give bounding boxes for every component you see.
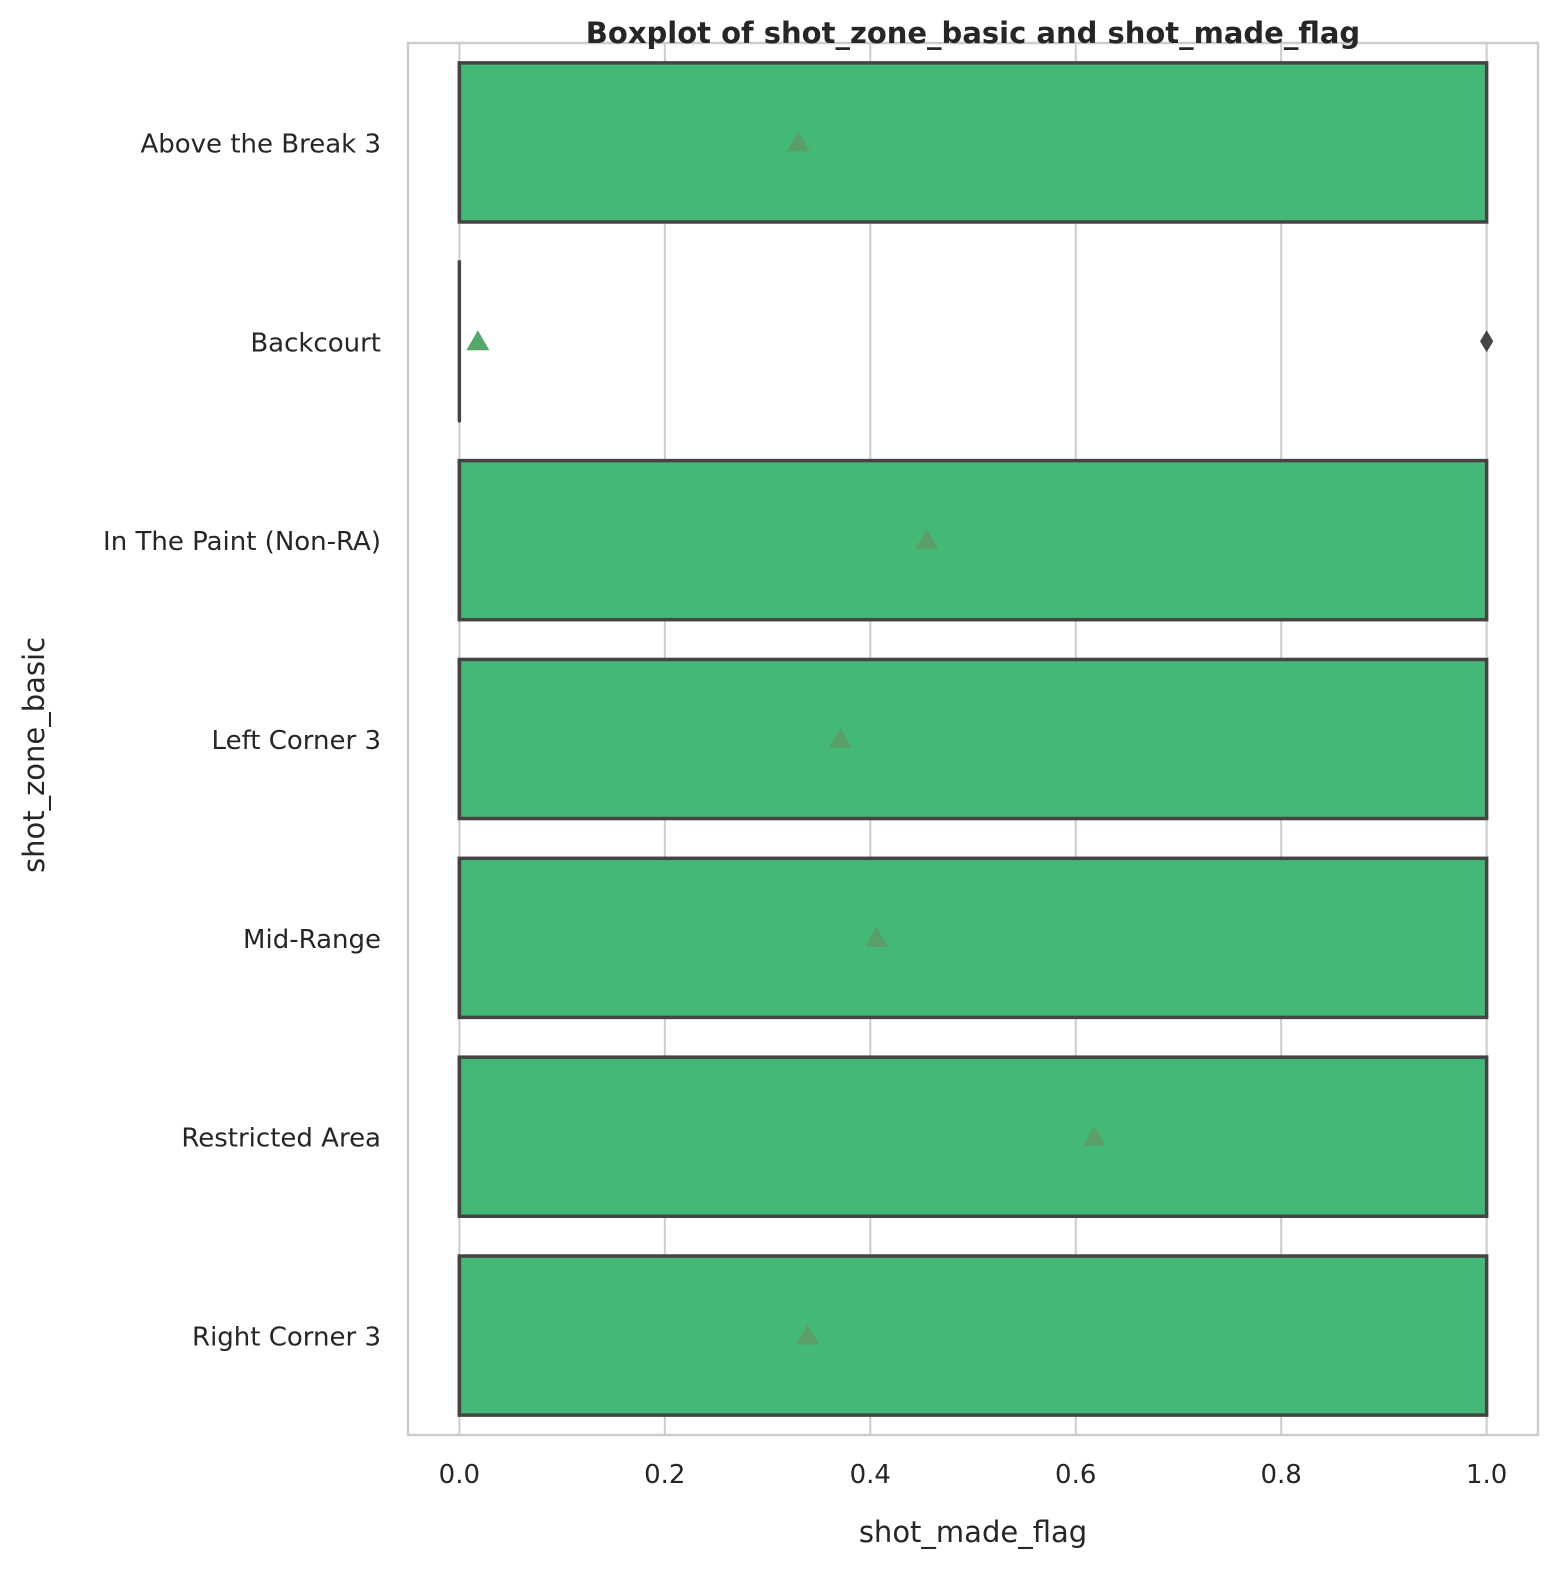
x-tick-label: 0.8	[1261, 1460, 1302, 1490]
outlier-point	[1480, 330, 1494, 353]
box-group	[457, 856, 1489, 1020]
mean-marker	[466, 330, 490, 351]
box-body	[457, 1055, 1489, 1219]
x-axis-label: shot_made_flag	[859, 1515, 1087, 1549]
mean-marker	[786, 131, 810, 152]
y-axis-label: shot_zone_basic	[17, 637, 51, 873]
mean-marker	[1082, 1125, 1106, 1146]
mean-marker	[915, 529, 939, 550]
mean-marker	[796, 1324, 820, 1345]
mean-marker	[828, 728, 852, 748]
y-tick-label: Restricted Area	[181, 1124, 381, 1154]
y-tick-label: Left Corner 3	[212, 726, 381, 756]
box-group	[457, 1055, 1489, 1219]
box-group	[457, 1254, 1489, 1417]
boxes-layer	[457, 61, 1494, 1417]
box-group	[457, 61, 1489, 224]
box-group	[457, 259, 1494, 423]
box-body	[457, 657, 1489, 821]
box-group	[457, 657, 1489, 821]
y-tick-label: In The Paint (Non-RA)	[103, 527, 381, 557]
x-tick-label: 0.6	[1055, 1460, 1096, 1490]
plot-frame	[406, 41, 1540, 1437]
box-group	[457, 458, 1489, 622]
box-body	[457, 61, 1489, 224]
x-tick-label: 1.0	[1466, 1460, 1507, 1490]
y-tick-label: Right Corner 3	[192, 1323, 381, 1353]
x-tick-label: 0.4	[850, 1460, 891, 1490]
y-tick-label: Mid-Range	[243, 925, 381, 955]
tick-labels-layer: 0.0 0.2 0.4 0.6 0.8 1.0 Above the Break 3 Backc…	[103, 129, 1507, 1490]
x-tick-label: 0.2	[644, 1460, 685, 1490]
x-tick-label: 0.0	[439, 1460, 480, 1490]
box-body	[457, 856, 1489, 1020]
box-body	[457, 1254, 1489, 1417]
chart-title: Boxplot of shot_zone_basic and shot_made…	[586, 16, 1360, 50]
box-body	[457, 458, 1489, 622]
y-tick-label: Backcourt	[250, 328, 381, 358]
mean-marker	[864, 926, 888, 947]
y-tick-label: Above the Break 3	[140, 129, 381, 159]
